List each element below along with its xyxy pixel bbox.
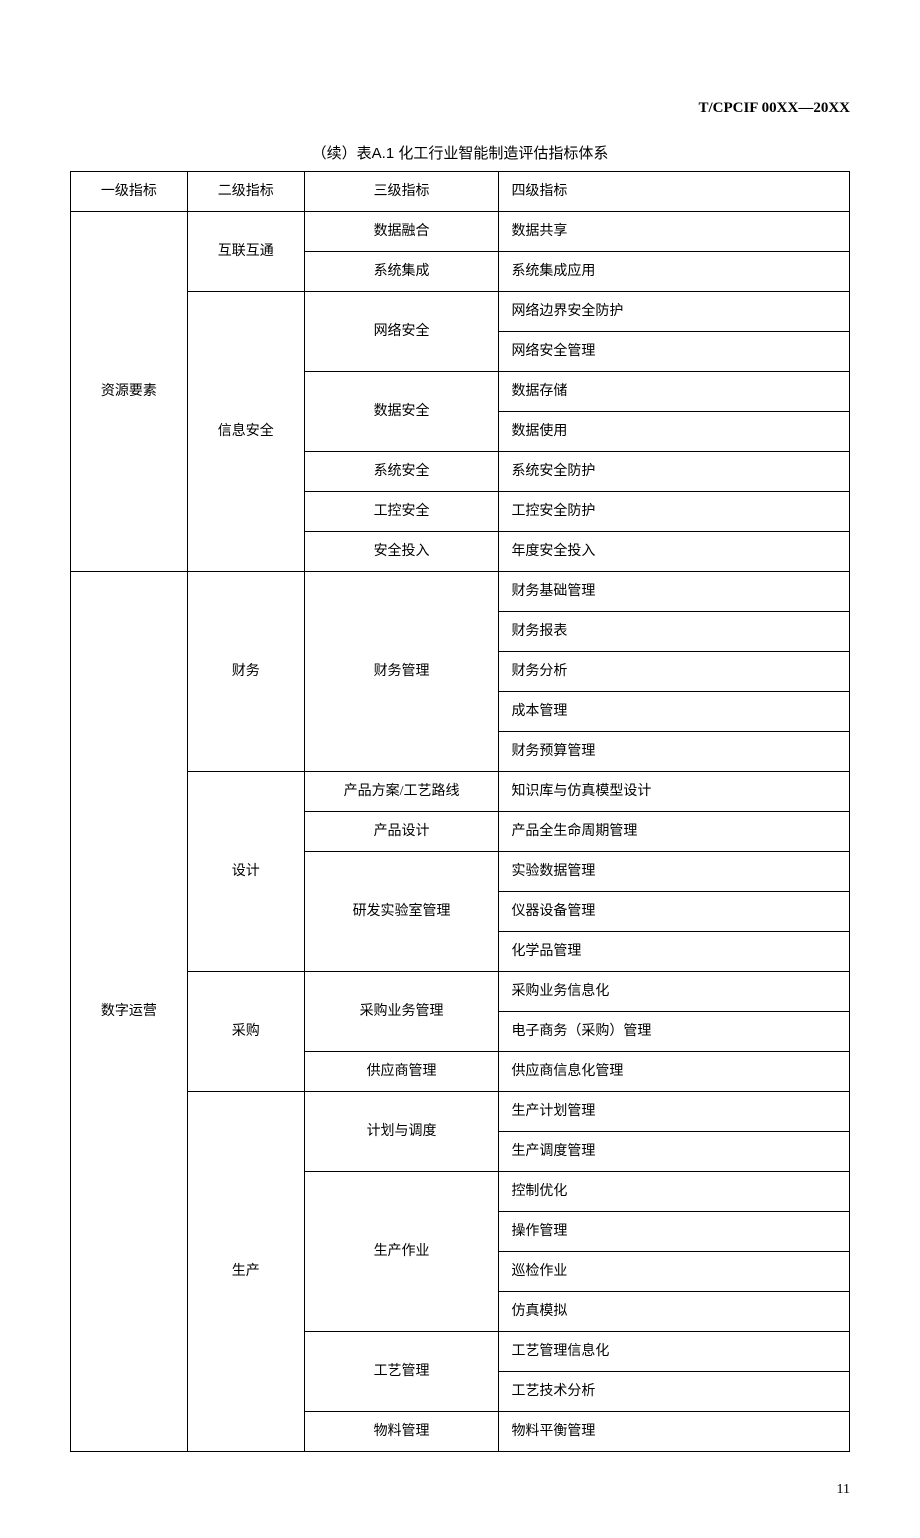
level4-cell: 采购业务信息化 [499,972,850,1012]
col-header-4: 四级指标 [499,172,850,212]
table-header-row: 一级指标 二级指标 三级指标 四级指标 [71,172,850,212]
level1-cell: 资源要素 [71,212,188,572]
col-header-2: 二级指标 [187,172,304,212]
level4-cell: 年度安全投入 [499,532,850,572]
table-caption: （续）表A.1 化工行业智能制造评估指标体系 [70,142,850,163]
level4-cell: 数据存储 [499,372,850,412]
col-header-1: 一级指标 [71,172,188,212]
level3-cell: 计划与调度 [304,1092,499,1172]
level4-cell: 产品全生命周期管理 [499,812,850,852]
level4-cell: 操作管理 [499,1212,850,1252]
level2-cell: 互联互通 [187,212,304,292]
level3-cell: 系统集成 [304,252,499,292]
level4-cell: 财务预算管理 [499,732,850,772]
level3-cell: 数据融合 [304,212,499,252]
level4-cell: 仿真模拟 [499,1292,850,1332]
level4-cell: 财务分析 [499,652,850,692]
level4-cell: 电子商务（采购）管理 [499,1012,850,1052]
level4-cell: 知识库与仿真模型设计 [499,772,850,812]
level4-cell: 工艺技术分析 [499,1372,850,1412]
level4-cell: 仪器设备管理 [499,892,850,932]
level3-cell: 安全投入 [304,532,499,572]
level3-cell: 工控安全 [304,492,499,532]
level3-cell: 产品设计 [304,812,499,852]
level4-cell: 实验数据管理 [499,852,850,892]
level3-cell: 生产作业 [304,1172,499,1332]
level4-cell: 网络边界安全防护 [499,292,850,332]
table-body: 资源要素互联互通数据融合数据共享系统集成系统集成应用信息安全网络安全网络边界安全… [71,212,850,1452]
table-row: 资源要素互联互通数据融合数据共享 [71,212,850,252]
level4-cell: 工艺管理信息化 [499,1332,850,1372]
table-row: 信息安全网络安全网络边界安全防护 [71,292,850,332]
level4-cell: 财务基础管理 [499,572,850,612]
table-row: 采购采购业务管理采购业务信息化 [71,972,850,1012]
level3-cell: 财务管理 [304,572,499,772]
level3-cell: 网络安全 [304,292,499,372]
page-number: 11 [70,1482,850,1498]
level4-cell: 网络安全管理 [499,332,850,372]
level4-cell: 数据使用 [499,412,850,452]
col-header-3: 三级指标 [304,172,499,212]
level2-cell: 财务 [187,572,304,772]
level4-cell: 生产调度管理 [499,1132,850,1172]
level2-cell: 生产 [187,1092,304,1452]
table-row: 生产计划与调度生产计划管理 [71,1092,850,1132]
level4-cell: 数据共享 [499,212,850,252]
table-row: 数字运营财务财务管理财务基础管理 [71,572,850,612]
level4-cell: 控制优化 [499,1172,850,1212]
level4-cell: 巡检作业 [499,1252,850,1292]
level3-cell: 工艺管理 [304,1332,499,1412]
table-row: 设计产品方案/工艺路线知识库与仿真模型设计 [71,772,850,812]
level4-cell: 化学品管理 [499,932,850,972]
level3-cell: 物料管理 [304,1412,499,1452]
level4-cell: 物料平衡管理 [499,1412,850,1452]
document-code: T/CPCIF 00XX—20XX [70,100,850,117]
level4-cell: 系统安全防护 [499,452,850,492]
level4-cell: 工控安全防护 [499,492,850,532]
level2-cell: 信息安全 [187,292,304,572]
level3-cell: 供应商管理 [304,1052,499,1092]
level3-cell: 系统安全 [304,452,499,492]
level4-cell: 供应商信息化管理 [499,1052,850,1092]
level3-cell: 研发实验室管理 [304,852,499,972]
level3-cell: 数据安全 [304,372,499,452]
level2-cell: 采购 [187,972,304,1092]
level3-cell: 采购业务管理 [304,972,499,1052]
level4-cell: 财务报表 [499,612,850,652]
indicator-table: 一级指标 二级指标 三级指标 四级指标 资源要素互联互通数据融合数据共享系统集成… [70,171,850,1452]
level4-cell: 系统集成应用 [499,252,850,292]
level1-cell: 数字运营 [71,572,188,1452]
level4-cell: 成本管理 [499,692,850,732]
level3-cell: 产品方案/工艺路线 [304,772,499,812]
level2-cell: 设计 [187,772,304,972]
level4-cell: 生产计划管理 [499,1092,850,1132]
